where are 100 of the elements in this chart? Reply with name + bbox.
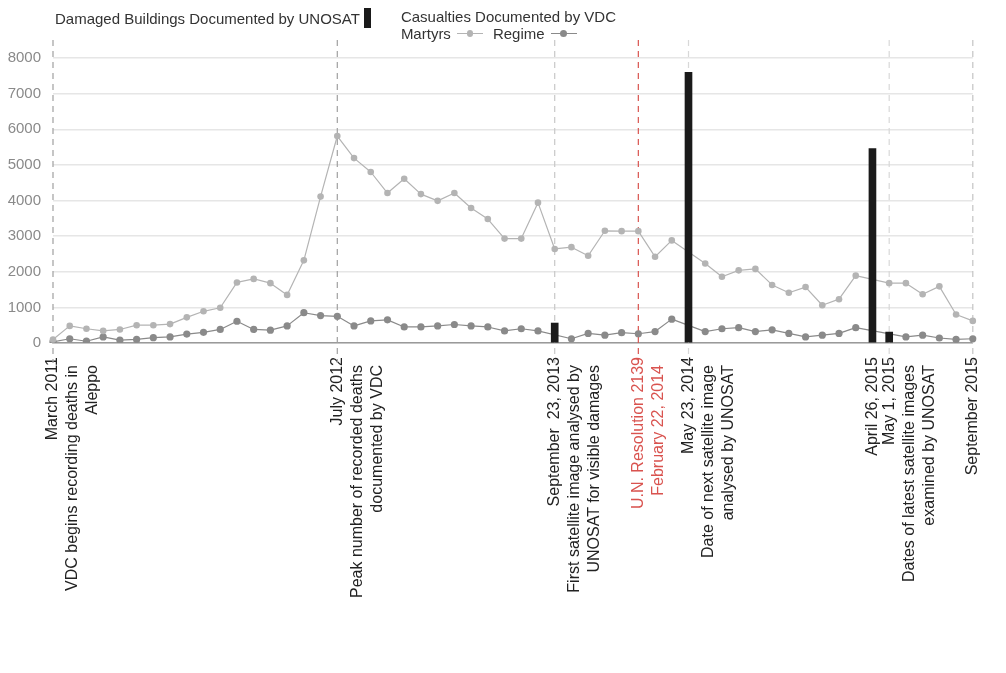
point — [752, 265, 759, 273]
ref-line-label: Dates of latest satellite images examined by UNOSAT — [899, 364, 937, 582]
point — [300, 309, 308, 317]
point — [216, 304, 224, 312]
point — [66, 335, 74, 343]
y-tick-label: 2000 — [7, 261, 41, 279]
x-tick-label: U.N. Resolution 2139 — [628, 356, 646, 510]
point — [818, 331, 826, 339]
point — [668, 315, 676, 323]
point — [952, 335, 960, 343]
x-tick-label: September 23, 2013 — [545, 356, 563, 507]
bar — [885, 331, 894, 343]
point — [484, 323, 492, 331]
y-tick-label: 5000 — [7, 155, 41, 173]
x-tick-label: April 26, 2015 — [862, 356, 880, 456]
legend-label: Martyrs — [400, 25, 451, 42]
point — [534, 199, 542, 206]
point — [635, 227, 642, 235]
point — [300, 257, 308, 264]
point — [384, 189, 391, 197]
point — [618, 329, 626, 337]
point — [83, 325, 90, 333]
point — [668, 237, 676, 244]
point — [634, 330, 642, 338]
point — [451, 189, 458, 197]
point — [216, 325, 224, 334]
point — [183, 330, 191, 338]
bar — [684, 71, 693, 343]
point — [183, 314, 191, 321]
x-tick-label: July 2012 — [327, 356, 345, 426]
point — [450, 320, 458, 329]
point — [936, 283, 943, 290]
point — [701, 260, 709, 267]
point — [517, 235, 525, 242]
point — [283, 322, 291, 330]
point — [852, 272, 860, 279]
point — [417, 323, 425, 331]
point — [534, 327, 542, 335]
point — [919, 290, 926, 298]
point — [952, 311, 960, 318]
ref-line-label: VDC begins recording deaths in Aleppo — [63, 364, 101, 591]
point — [517, 325, 525, 333]
point — [902, 333, 910, 341]
point — [651, 253, 659, 261]
point — [484, 215, 492, 223]
point — [584, 329, 592, 337]
point — [618, 227, 625, 235]
point — [835, 295, 843, 303]
point — [99, 327, 107, 335]
point — [133, 335, 141, 343]
point — [785, 289, 793, 297]
ref-line-label: Date of next satellite image analysed by UNOSAT — [698, 364, 736, 558]
point — [250, 325, 258, 334]
point — [785, 329, 793, 337]
point — [768, 326, 776, 334]
point — [283, 291, 291, 299]
point — [467, 322, 475, 330]
point — [233, 279, 241, 286]
point — [735, 267, 742, 274]
point — [316, 311, 325, 320]
ref-line-label: February 22, 2014 — [648, 364, 666, 496]
point — [133, 321, 140, 329]
point — [969, 317, 977, 325]
legend-title: Casualties Documented by VDC — [400, 8, 616, 25]
point — [400, 323, 408, 331]
y-tick-label: 6000 — [7, 119, 41, 137]
point — [383, 316, 392, 324]
point — [969, 335, 977, 343]
point — [350, 154, 358, 162]
point — [434, 197, 441, 205]
point — [584, 252, 592, 260]
bar — [550, 322, 559, 343]
point — [802, 283, 809, 291]
bar — [868, 148, 877, 343]
x-tick-label: May 23, 2014 — [678, 356, 696, 454]
point — [701, 328, 709, 336]
y-tick-label: 4000 — [7, 190, 41, 208]
ref-line-label: Peak number of recorded deaths documented by VDC — [347, 365, 385, 599]
point — [267, 279, 274, 287]
point — [166, 333, 174, 341]
point — [568, 243, 575, 251]
y-tick-label: 0 — [32, 333, 41, 351]
point — [400, 175, 408, 183]
y-tick-label: 8000 — [7, 48, 41, 66]
point — [367, 317, 375, 325]
point — [601, 227, 609, 235]
point — [116, 336, 124, 343]
point — [500, 327, 509, 335]
y-tick-label: 1000 — [7, 297, 41, 315]
point — [250, 275, 257, 283]
point — [166, 320, 174, 328]
point — [935, 334, 943, 342]
point — [334, 132, 341, 140]
point — [651, 328, 659, 336]
point — [317, 193, 324, 200]
point — [601, 331, 609, 339]
point — [718, 325, 726, 333]
point — [551, 245, 559, 253]
point — [818, 301, 826, 309]
point — [751, 328, 759, 336]
